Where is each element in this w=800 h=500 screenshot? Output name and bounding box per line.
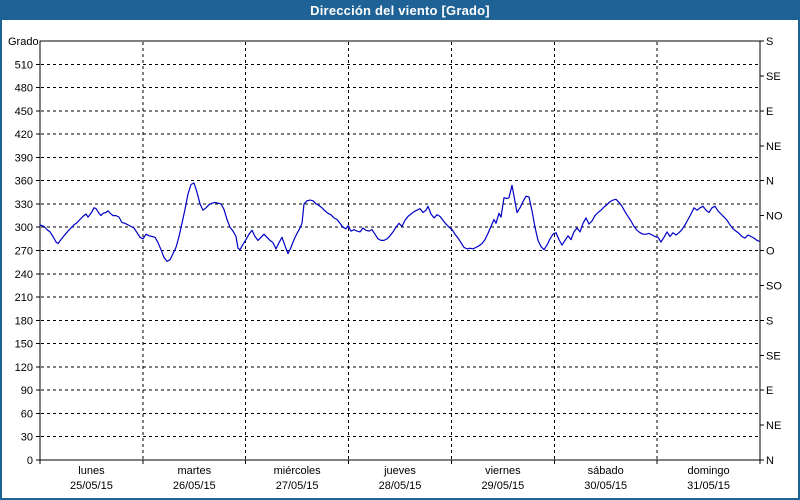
- y-axis-tick-label: 480: [15, 83, 33, 95]
- date-label: 28/05/15: [379, 480, 422, 492]
- y-axis-tick-label: 150: [15, 339, 33, 351]
- day-label: lunes: [78, 465, 105, 477]
- y-axis-tick-label: 90: [21, 385, 33, 397]
- chart-title: Dirección del viento [Grado]: [310, 2, 490, 18]
- compass-label: N: [766, 455, 774, 467]
- day-label: jueves: [383, 465, 416, 477]
- date-label: 29/05/15: [481, 480, 524, 492]
- day-label: domingo: [687, 465, 729, 477]
- compass-label: NE: [766, 420, 781, 432]
- y-axis-tick-label: 270: [15, 246, 33, 258]
- y-axis-tick-label: 420: [15, 129, 33, 141]
- wind-direction-line: [39, 182, 760, 262]
- compass-label: S: [766, 36, 773, 48]
- y-axis-tick-label: 60: [21, 408, 33, 420]
- y-axis-unit-label: Grado: [8, 36, 39, 48]
- y-axis-tick-label: 300: [15, 222, 33, 234]
- plot-frame: [39, 40, 761, 461]
- compass-label: E: [766, 385, 773, 397]
- compass-label: NE: [766, 141, 781, 153]
- y-axis-tick-label: 360: [15, 176, 33, 188]
- day-label: martes: [177, 465, 211, 477]
- date-label: 26/05/15: [173, 480, 216, 492]
- compass-label: SE: [766, 350, 781, 362]
- title-bar: Dirección del viento [Grado]: [2, 2, 798, 20]
- date-label: 31/05/15: [687, 480, 730, 492]
- day-label: sábado: [588, 465, 624, 477]
- compass-label: SE: [766, 71, 781, 83]
- y-axis-tick-label: 240: [15, 269, 33, 281]
- y-axis-tick-label: 180: [15, 315, 33, 327]
- compass-label: NO: [766, 211, 783, 223]
- y-axis-tick-label: 120: [15, 362, 33, 374]
- y-axis-tick-label: 330: [15, 199, 33, 211]
- day-label: miércoles: [274, 465, 322, 477]
- compass-label: S: [766, 315, 773, 327]
- date-label: 25/05/15: [70, 480, 113, 492]
- y-axis-tick-label: 450: [15, 106, 33, 118]
- date-label: 27/05/15: [276, 480, 319, 492]
- compass-label: SO: [766, 280, 782, 292]
- y-axis-tick-label: 30: [21, 432, 33, 444]
- y-axis-tick-label: 510: [15, 59, 33, 71]
- y-axis-tick-label: 390: [15, 152, 33, 164]
- compass-label: E: [766, 106, 773, 118]
- compass-label: N: [766, 176, 774, 188]
- compass-label: O: [766, 246, 775, 258]
- y-axis-tick-label: 210: [15, 292, 33, 304]
- y-axis-tick-label: 0: [27, 455, 33, 467]
- date-label: 30/05/15: [584, 480, 627, 492]
- day-label: viernes: [485, 465, 521, 477]
